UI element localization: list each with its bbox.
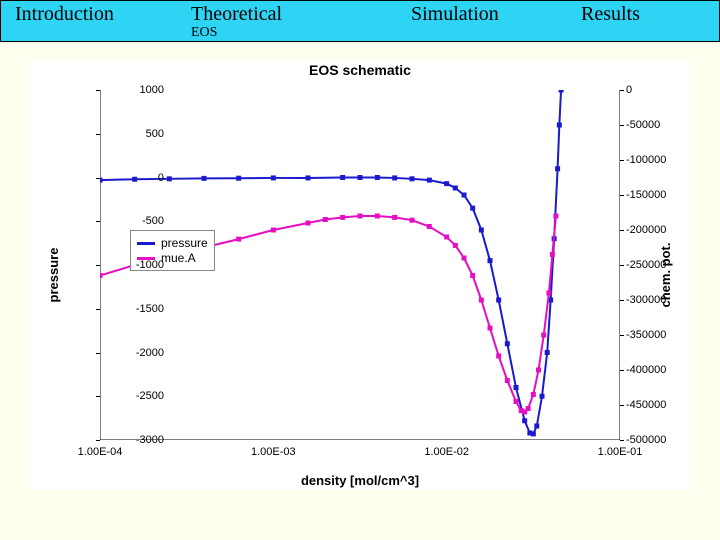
- y1-tick: -3000: [114, 434, 164, 446]
- y2-tick: -400000: [626, 364, 686, 376]
- tab-results[interactable]: Results: [581, 3, 640, 26]
- y1-tick: -2000: [114, 347, 164, 359]
- tab-theoretical-sub: EOS: [191, 25, 217, 41]
- x-axis-label: density [mol/cm^3]: [30, 473, 690, 488]
- chart-title: EOS schematic: [30, 62, 690, 78]
- x-tick: 1.00E-03: [238, 446, 308, 458]
- y1-tick: 1000: [114, 84, 164, 96]
- tab-introduction[interactable]: Introduction: [15, 3, 114, 26]
- tab-bar: Introduction Theoretical EOS Simulation …: [0, 0, 720, 42]
- y2-tick: -350000: [626, 329, 686, 341]
- y2-tick: -150000: [626, 189, 686, 201]
- y2-tick: -100000: [626, 154, 686, 166]
- y2-tick: -50000: [626, 119, 686, 131]
- y1-tick: -2500: [114, 390, 164, 402]
- slide: Introduction Theoretical EOS Simulation …: [0, 0, 720, 540]
- x-tick: 1.00E-02: [412, 446, 482, 458]
- y2-tick: -300000: [626, 294, 686, 306]
- y1-tick: -1000: [114, 259, 164, 271]
- y2-tick: 0: [626, 84, 686, 96]
- x-tick: 1.00E-04: [65, 446, 135, 458]
- y1-axis-label: pressure: [46, 248, 61, 303]
- y2-tick: -250000: [626, 259, 686, 271]
- chart-container: EOS schematic pressure chem. pot. densit…: [30, 60, 690, 490]
- y1-tick: -1500: [114, 303, 164, 315]
- y2-tick: -500000: [626, 434, 686, 446]
- y1-tick: 500: [114, 128, 164, 140]
- tab-simulation[interactable]: Simulation: [411, 3, 499, 26]
- x-tick: 1.00E-01: [585, 446, 655, 458]
- y2-tick: -200000: [626, 224, 686, 236]
- legend-label-mue: mue.A: [161, 251, 196, 265]
- y1-tick: 0: [114, 172, 164, 184]
- legend-item-pressure: pressure: [137, 236, 208, 250]
- legend-label-pressure: pressure: [161, 236, 208, 250]
- y2-tick: -450000: [626, 399, 686, 411]
- tab-theoretical[interactable]: Theoretical: [191, 3, 282, 26]
- legend-swatch-pressure: [137, 242, 155, 245]
- y1-tick: -500: [114, 215, 164, 227]
